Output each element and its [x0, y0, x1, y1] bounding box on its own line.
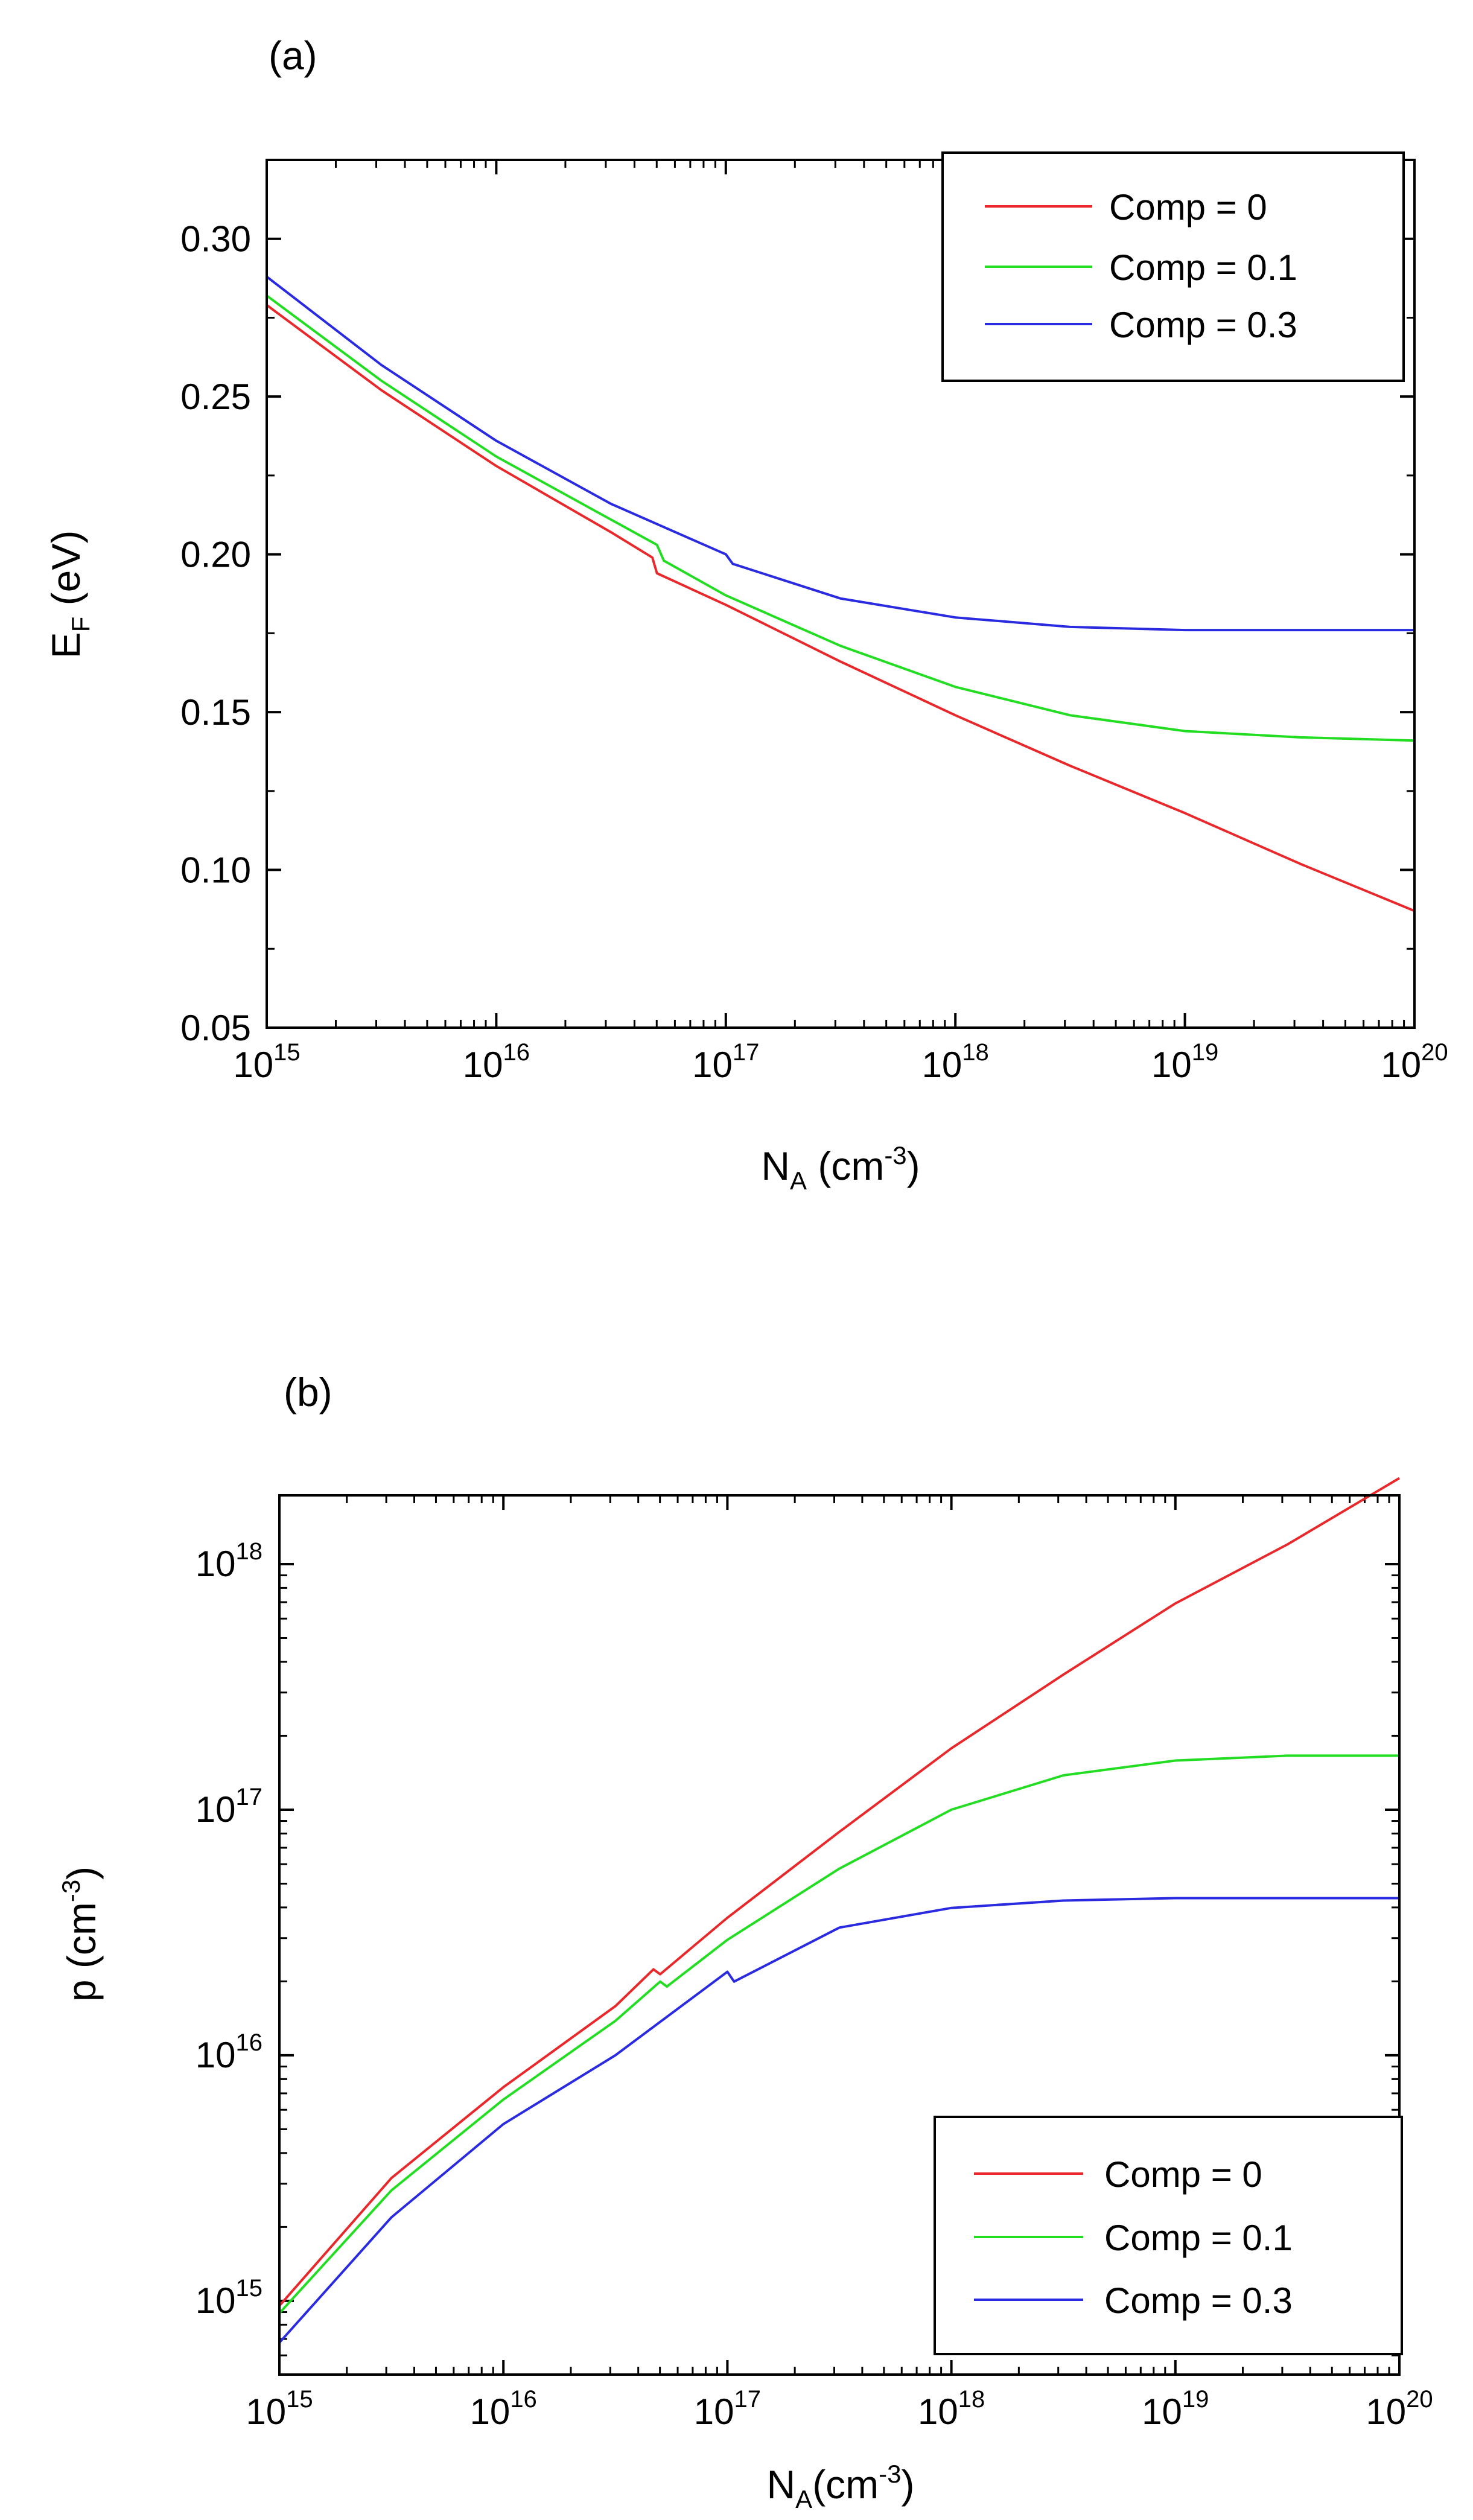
- series-line-comp-0-3: [266, 275, 1414, 632]
- series-line-comp-0-1: [266, 294, 1415, 742]
- x-tick-label: 1015: [246, 2386, 313, 2432]
- panel-a: (a) 1015 1016 1017 1018 1019 1020 0.05 0.10 0.15…: [43, 33, 1448, 1195]
- x-tick-label: 1018: [918, 2386, 985, 2432]
- panel-a-tick-labels: 1015 1016 1017 1018 1019 1020 0.05 0.10 0.15 0.20…: [180, 219, 1448, 1085]
- panel-a-y-axis-title: EF (eV): [43, 530, 95, 659]
- y-tick-label: 1015: [196, 2275, 262, 2321]
- y-tick-label: 0.25: [180, 377, 251, 417]
- y-tick-label: 0.10: [180, 850, 251, 891]
- y-tick-label: 1018: [196, 1538, 262, 1584]
- panel-a-legend: Comp = 0 Comp = 0.1 Comp = 0.3: [941, 151, 1405, 382]
- panel-a-x-axis-title: NA (cm-3): [761, 1141, 920, 1195]
- y-tick-label: 0.30: [180, 219, 251, 259]
- x-tick-label: 1019: [1151, 1039, 1218, 1085]
- panel-a-legend-label-comp-0-1: Comp = 0.1: [1109, 247, 1297, 288]
- x-tick-label: 1019: [1142, 2386, 1209, 2432]
- panel-b-legend-label-comp-0: Comp = 0: [1104, 2154, 1262, 2195]
- panel-b-legend: Comp = 0 Comp = 0.1 Comp = 0.3: [934, 2116, 1403, 2355]
- y-tick-label: 1016: [196, 2029, 262, 2075]
- panel-b-tick-labels: 1015 1016 1017 1018 1019 1020 1015 1016 1017 1018: [196, 1538, 1433, 2432]
- panel-b-legend-label-comp-0-1: Comp = 0.1: [1104, 2218, 1293, 2258]
- panel-b-y-axis-title: p (cm-3): [57, 1866, 104, 2002]
- x-tick-label: 1016: [470, 2386, 537, 2432]
- y-tick-label: 1017: [196, 1784, 262, 1830]
- y-tick-label: 0.05: [180, 1008, 251, 1048]
- x-tick-label: 1017: [694, 2386, 761, 2432]
- panel-b-plot-frame: [278, 1494, 1401, 2376]
- panel-a-legend-label-comp-0: Comp = 0: [1109, 187, 1267, 228]
- panel-a-series: [266, 275, 1415, 912]
- x-tick-label: 1020: [1381, 1039, 1448, 1085]
- series-line-comp-0-1: [278, 1754, 1399, 2314]
- x-tick-label: 1016: [463, 1039, 530, 1085]
- panel-b-series: [278, 1477, 1401, 2344]
- y-tick-label: 0.15: [180, 692, 251, 733]
- series-line-comp-0: [266, 304, 1415, 912]
- x-tick-label: 1015: [233, 1039, 300, 1085]
- x-tick-label: 1020: [1366, 2386, 1433, 2432]
- x-tick-label: 1017: [692, 1039, 759, 1085]
- panel-a-legend-label-comp-0-3: Comp = 0.3: [1109, 305, 1297, 345]
- panel-b-x-axis-title: NA(cm-3): [767, 2460, 915, 2513]
- panel-b-legend-box: [934, 2116, 1403, 2355]
- series-line-comp-0-3: [278, 1897, 1399, 2344]
- x-tick-label: 1018: [922, 1039, 989, 1085]
- series-line-comp-0: [278, 1477, 1401, 2307]
- panel-b-label: (b): [284, 1370, 332, 1414]
- y-tick-label: 0.20: [180, 535, 251, 575]
- panel-a-plot-frame: [266, 159, 1416, 1029]
- panel-b: (b) 1015 1016 1017 1018 1019 1020 1015 1016 1017…: [57, 1370, 1433, 2513]
- panel-a-label: (a): [269, 33, 317, 78]
- panel-b-legend-label-comp-0-3: Comp = 0.3: [1104, 2280, 1293, 2321]
